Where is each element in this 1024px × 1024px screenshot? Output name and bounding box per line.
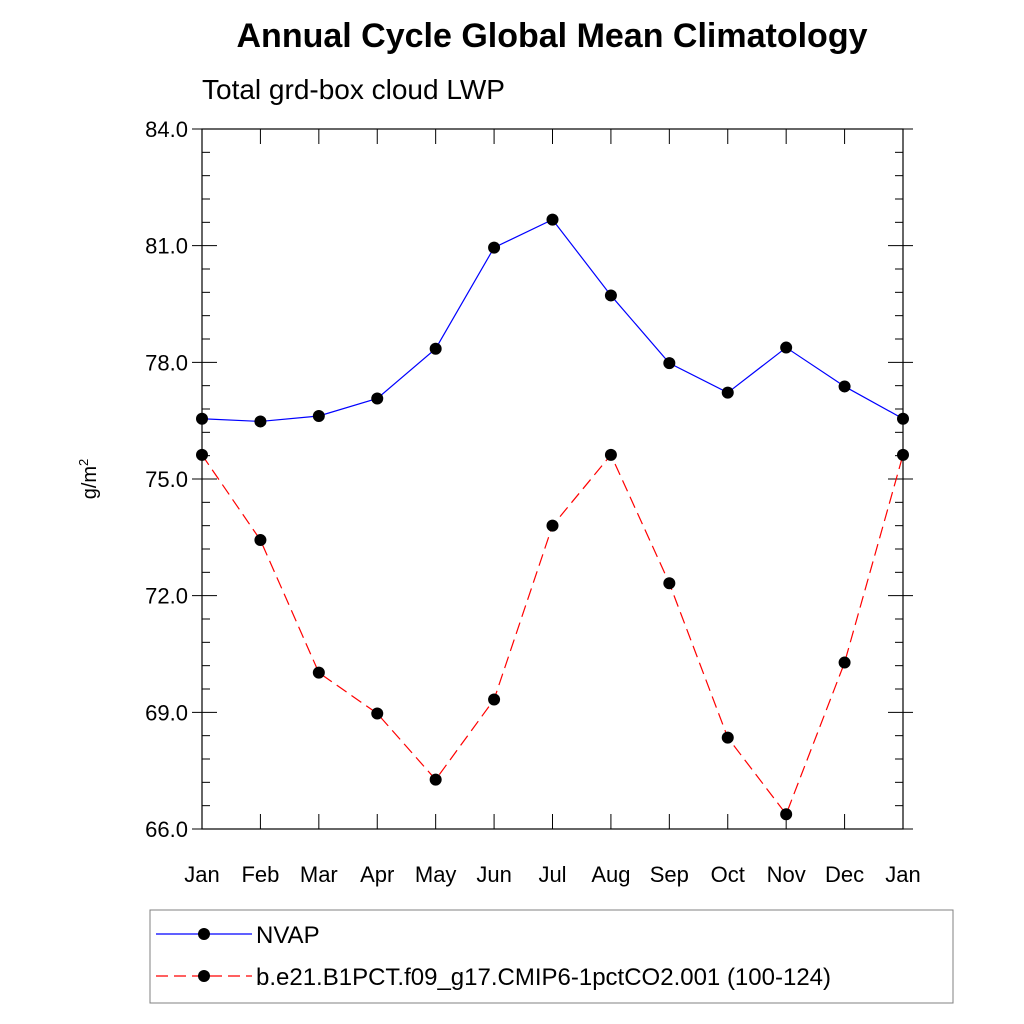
x-tick-label: Feb [241, 862, 279, 887]
data-point [488, 241, 501, 254]
series-nvap [196, 213, 909, 428]
chart-subtitle: Total grd-box cloud LWP [202, 74, 505, 105]
series-line [201, 453, 904, 816]
x-tick-label: Apr [360, 862, 394, 887]
data-point [488, 693, 501, 706]
y-tick-label: 66.0 [145, 817, 188, 842]
data-point [371, 707, 384, 720]
data-point [897, 448, 909, 461]
data-point [429, 342, 442, 355]
data-point [546, 519, 559, 532]
x-tick-label: Sep [650, 862, 689, 887]
x-tick-label: May [415, 862, 457, 887]
chart-title: Annual Cycle Global Mean Climatology [237, 17, 868, 55]
x-tick-label: Dec [825, 862, 864, 887]
data-point [254, 415, 267, 428]
y-tick-label: 69.0 [145, 700, 188, 725]
legend-box [149, 909, 954, 1004]
axes: Jan Feb Mar Apr May Jun Jul Aug Sep Oct Nov Dec Jan 8… [145, 117, 921, 887]
y-axis-label-text: g/m [79, 466, 101, 499]
legend-marker [198, 970, 210, 982]
x-tick-label: Jul [538, 862, 566, 887]
data-point [546, 213, 559, 226]
data-point [371, 392, 384, 405]
data-point [604, 289, 617, 302]
series-group [196, 213, 909, 821]
y-tick-label: 72.0 [145, 584, 188, 609]
x-tick-label: Aug [591, 862, 630, 887]
svg-text:g/m2: g/m2 [76, 459, 101, 500]
y-tick-label: 84.0 [145, 117, 188, 142]
y-tick-label: 75.0 [145, 467, 188, 492]
y-tick-label: 78.0 [145, 350, 188, 375]
series-line [201, 218, 904, 423]
data-point [312, 410, 325, 422]
plot-frame [201, 128, 904, 830]
data-point [196, 448, 208, 461]
x-tick-label: Jan [885, 862, 920, 887]
data-point [838, 656, 851, 669]
data-point [604, 448, 617, 461]
data-point [780, 808, 793, 821]
legend-label: NVAP [256, 922, 320, 949]
data-point [838, 380, 851, 393]
y-axis-label: g/m2 [76, 459, 101, 500]
data-point [663, 577, 676, 590]
legend-label: b.e21.B1PCT.f09_g17.CMIP6-1pctCO2.001 (1… [256, 964, 831, 991]
legend: NVAP b.e21.B1PCT.f09_g17.CMIP6-1pctCO2.00… [156, 922, 831, 991]
data-point [312, 666, 325, 679]
data-point [254, 534, 267, 547]
x-tick-label: Jun [476, 862, 511, 887]
series-model [196, 448, 909, 821]
data-point [897, 412, 909, 425]
legend-marker [198, 928, 210, 940]
data-point [429, 773, 442, 786]
data-point [780, 341, 793, 354]
x-tick-label: Mar [300, 862, 338, 887]
x-tick-label: Jan [184, 862, 219, 887]
x-tick-label: Nov [767, 862, 806, 887]
x-tick-label: Oct [711, 862, 745, 887]
y-tick-label: 81.0 [145, 234, 188, 259]
data-point [721, 731, 734, 744]
data-point [721, 386, 734, 399]
data-point [196, 412, 208, 425]
y-axis-label-superscript: 2 [76, 459, 91, 466]
data-point [663, 357, 676, 370]
